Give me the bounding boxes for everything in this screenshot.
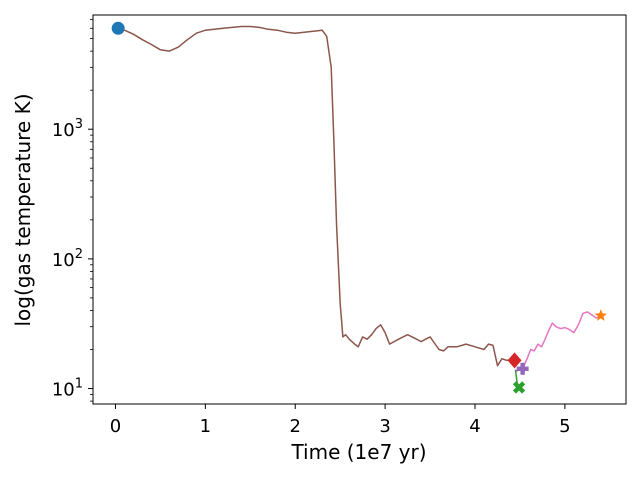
y-tick-label: 102 <box>52 247 83 271</box>
plot-frame <box>92 14 627 405</box>
x-axis-ticks: 0 1 2 3 4 5 <box>110 404 571 437</box>
x-tick-label: 0 <box>110 416 121 437</box>
series-line-5 <box>521 311 602 370</box>
series-marker-3-bar-b <box>512 381 526 394</box>
x-tick-label: 5 <box>559 416 570 437</box>
series-marker-2 <box>507 352 522 369</box>
series-lines <box>117 25 602 388</box>
y-axis-ticks: 101 102 103 <box>52 19 93 402</box>
series-markers <box>111 21 607 394</box>
series-marker-1 <box>111 21 125 35</box>
series-marker-3 <box>512 381 526 394</box>
x-tick-label: 1 <box>200 416 211 437</box>
x-tick-label: 4 <box>469 416 480 437</box>
series-marker-4-bar-b <box>520 362 525 375</box>
x-tick-label: 3 <box>379 416 390 437</box>
y-tick-label: 101 <box>52 377 83 401</box>
x-axis-label: Time (1e7 yr) <box>290 440 426 464</box>
y-tick-label: 103 <box>52 117 83 141</box>
series-line-1 <box>117 25 516 367</box>
x-tick-label: 2 <box>290 416 301 437</box>
y-axis-label: log(gas temperature K) <box>11 93 35 326</box>
series-marker-6 <box>594 309 607 321</box>
